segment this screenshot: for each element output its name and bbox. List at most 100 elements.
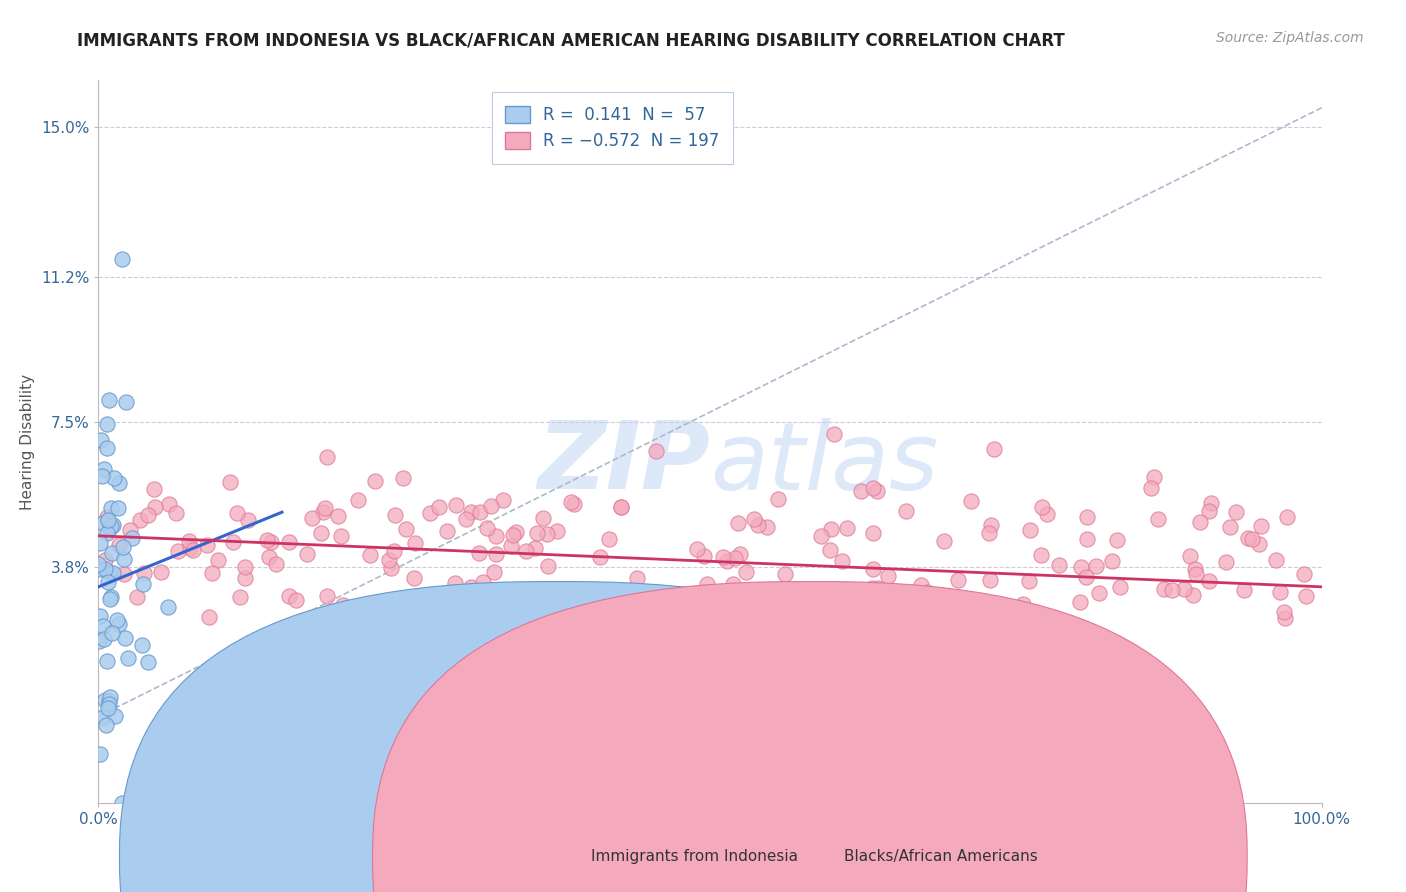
Point: [823, 426, 845, 441]
Point: [359, 548, 381, 562]
Point: [471, 575, 494, 590]
Point: [98, 392, 121, 407]
Point: [1160, 582, 1182, 597]
Point: [278, 534, 301, 549]
Point: [616, 604, 638, 618]
Point: [97, 700, 120, 714]
Point: [392, 471, 415, 485]
Point: [1031, 549, 1053, 563]
Point: [97, 513, 120, 527]
Point: [93, 632, 115, 647]
Point: [142, 782, 165, 797]
Point: [868, 582, 890, 596]
Point: [536, 527, 558, 541]
Point: [485, 547, 508, 561]
Point: [96, 417, 118, 432]
Point: [702, 600, 724, 615]
Point: [866, 484, 889, 499]
Point: [915, 585, 938, 599]
Point: [537, 558, 560, 573]
Point: [100, 591, 122, 605]
Point: [443, 576, 465, 591]
Point: [468, 505, 491, 519]
Point: [366, 618, 388, 632]
Point: [312, 506, 335, 520]
Point: [1109, 581, 1132, 595]
Point: [89, 562, 111, 576]
Point: [1275, 510, 1298, 524]
Point: [1076, 510, 1098, 524]
Point: [100, 518, 122, 533]
Point: [121, 531, 143, 545]
Point: [229, 590, 252, 604]
Point: [260, 534, 283, 549]
Point: [456, 511, 478, 525]
Point: [1088, 586, 1111, 600]
Point: [1268, 584, 1291, 599]
Point: [101, 518, 124, 533]
Point: [773, 566, 796, 581]
Text: atlas: atlas: [710, 417, 938, 508]
Point: [810, 529, 832, 543]
Point: [436, 524, 458, 538]
Point: [832, 626, 855, 640]
Point: [1199, 496, 1222, 510]
Point: [419, 507, 441, 521]
Point: [523, 541, 546, 555]
Point: [1069, 595, 1091, 609]
Point: [980, 518, 1002, 533]
Point: [233, 559, 256, 574]
Point: [818, 543, 841, 558]
Point: [111, 252, 134, 266]
Point: [195, 539, 218, 553]
Point: [94, 562, 117, 576]
Point: [314, 500, 336, 515]
Point: [1215, 556, 1237, 570]
Point: [278, 590, 301, 604]
Point: [157, 599, 180, 614]
Point: [546, 524, 568, 538]
Point: [98, 690, 121, 704]
Point: [626, 571, 648, 585]
Point: [820, 522, 842, 536]
Text: ZIP: ZIP: [537, 417, 710, 509]
Point: [150, 565, 173, 579]
Point: [136, 508, 159, 522]
Point: [1070, 559, 1092, 574]
Point: [1047, 558, 1070, 572]
Point: [131, 576, 153, 591]
Point: [112, 566, 135, 581]
Point: [430, 591, 453, 605]
Point: [560, 495, 582, 509]
Point: [502, 528, 524, 542]
Point: [91, 710, 114, 724]
Point: [94, 553, 117, 567]
Point: [1181, 589, 1204, 603]
Point: [136, 656, 159, 670]
Point: [531, 510, 554, 524]
Point: [1143, 470, 1166, 484]
Point: [364, 474, 387, 488]
Point: [87, 634, 110, 648]
Legend: R =  0.141  N =  57, R = −0.572  N = 197: R = 0.141 N = 57, R = −0.572 N = 197: [492, 92, 733, 163]
Point: [479, 500, 502, 514]
Point: [441, 624, 464, 638]
Point: [562, 497, 585, 511]
Point: [526, 526, 548, 541]
Point: [835, 521, 858, 535]
Point: [979, 526, 1001, 541]
Point: [101, 625, 124, 640]
Point: [378, 553, 401, 567]
Point: [1240, 532, 1263, 546]
Text: Immigrants from Indonesia: Immigrants from Indonesia: [591, 849, 797, 863]
Point: [735, 565, 758, 579]
Point: [207, 553, 229, 567]
Point: [686, 541, 709, 556]
Point: [384, 508, 406, 522]
Point: [482, 565, 505, 579]
Point: [1295, 589, 1317, 603]
Point: [1140, 481, 1163, 495]
Point: [89, 747, 111, 761]
Point: [256, 533, 278, 547]
Point: [1274, 605, 1296, 619]
